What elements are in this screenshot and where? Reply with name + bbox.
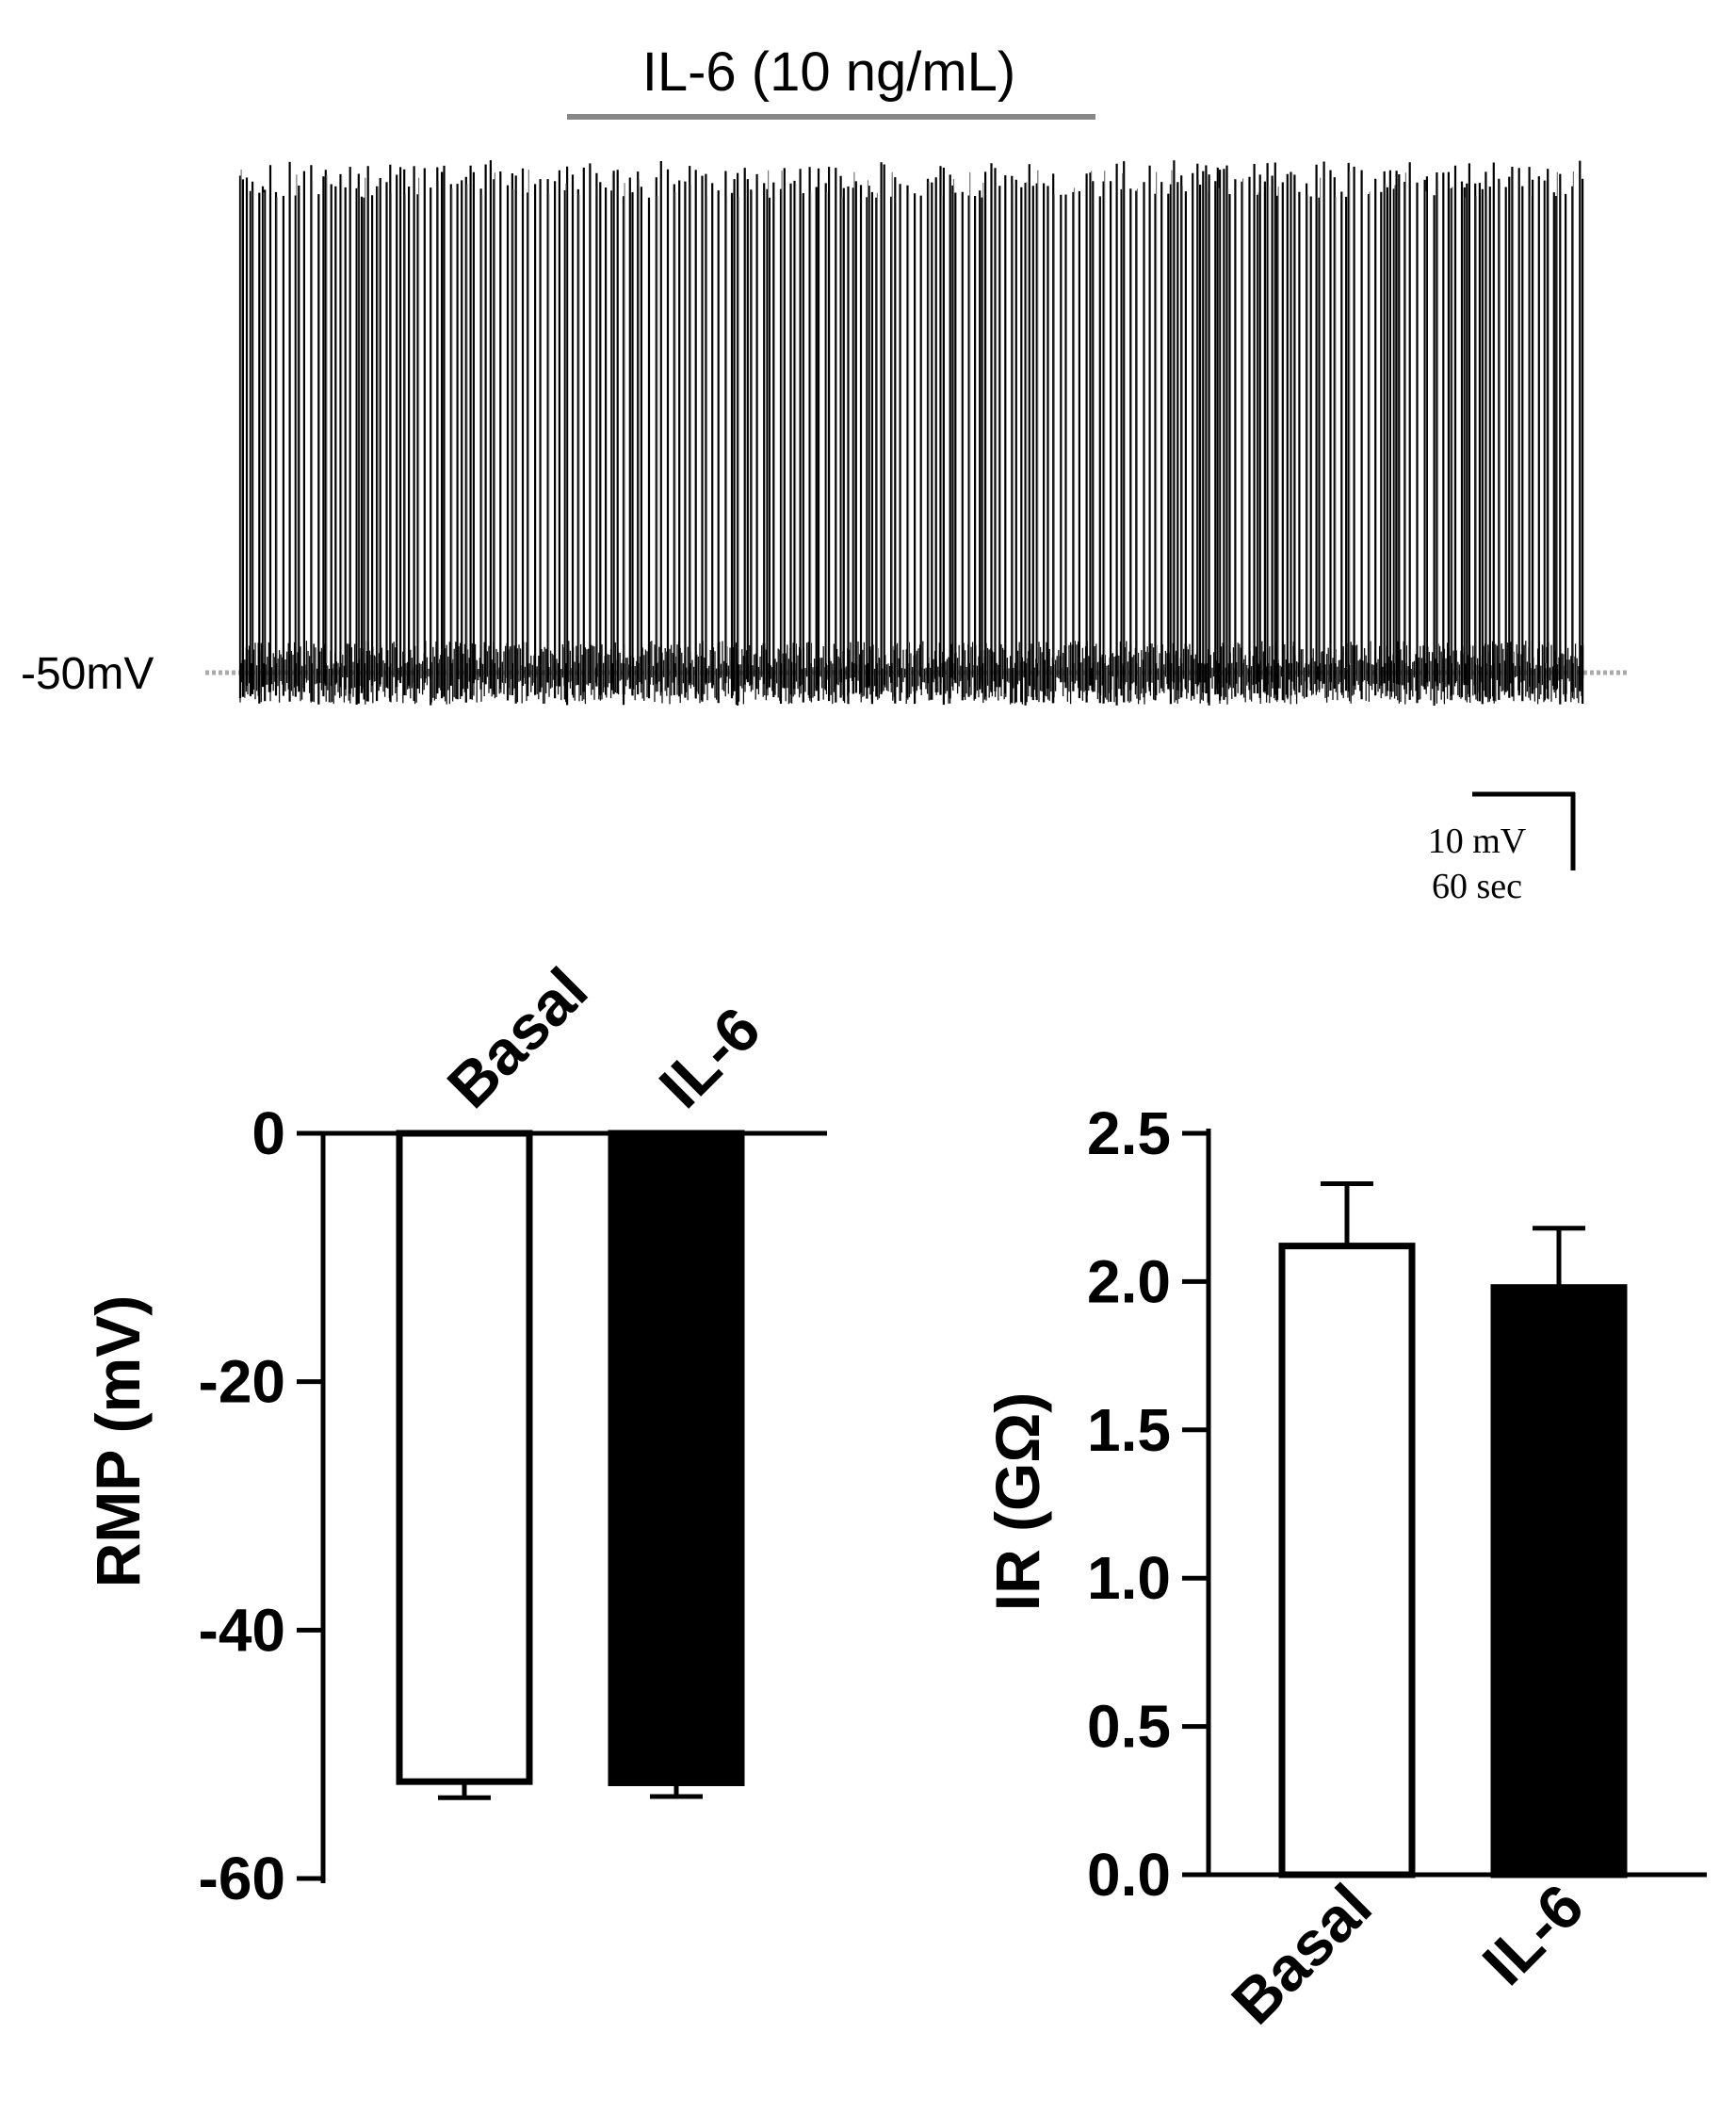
scale-bar: 10 mV 60 sec — [1428, 791, 1576, 906]
y-tick-label: 2.0 — [1087, 1247, 1171, 1315]
y-tick-label: 0.0 — [1087, 1841, 1171, 1909]
category-label: IL-6 — [646, 994, 773, 1121]
category-label: IL-6 — [1469, 1871, 1597, 1998]
rmp-bars — [396, 1130, 745, 1800]
y-tick-label: 1.0 — [1087, 1544, 1171, 1612]
bar-il-6 — [608, 1130, 745, 1786]
ir-category-labels: Basal IL-6 — [1218, 1871, 1597, 2038]
y-tick-label: 1.5 — [1087, 1396, 1171, 1464]
y-tick-label: -40 — [199, 1596, 286, 1664]
voltage-trace — [238, 160, 1584, 706]
bar-basal — [396, 1130, 533, 1785]
drug-application-label: IL-6 (10 ng/mL) — [642, 41, 1016, 103]
rmp-y-ticks: 0 -20 -40 -60 — [199, 1099, 323, 1912]
trace-spikes-light — [240, 170, 1574, 663]
y-tick-label: 0.5 — [1087, 1693, 1171, 1761]
y-tick-label: -20 — [199, 1348, 286, 1416]
rmp-y-axis-label: RMP (mV) — [83, 1295, 153, 1587]
trace-spikes — [238, 160, 1584, 706]
ir-y-axis-label: IR (GΩ) — [982, 1392, 1052, 1612]
scale-bar-voltage-label: 10 mV — [1428, 821, 1527, 861]
rmp-bar-chart: 0 -20 -40 -60 Basal IL-6 RMP (mV) — [83, 954, 827, 1912]
ir-y-ticks: 0.0 0.5 1.0 1.5 2.0 2.5 — [1087, 1099, 1209, 1909]
y-tick-label: 0 — [251, 1099, 285, 1167]
bar-il-6 — [1490, 1284, 1628, 1878]
ir-bars — [1278, 1181, 1628, 1878]
y-tick-label: -60 — [199, 1845, 286, 1912]
category-label: Basal — [434, 954, 601, 1121]
baseline-voltage-label: -50mV — [21, 649, 154, 699]
ir-bar-chart: 0.0 0.5 1.0 1.5 2.0 2.5 Basal IL-6 IR (GΩ) — [982, 1099, 1707, 2037]
bar-basal — [1278, 1243, 1416, 1878]
category-label: Basal — [1218, 1871, 1385, 2038]
y-tick-label: 2.5 — [1087, 1099, 1171, 1167]
rmp-category-labels: Basal IL-6 — [434, 954, 773, 1121]
scale-bar-time-label: 60 sec — [1432, 867, 1522, 906]
trace-panel: IL-6 (10 ng/mL) -50mV 10 mV 60 sec — [21, 41, 1628, 906]
